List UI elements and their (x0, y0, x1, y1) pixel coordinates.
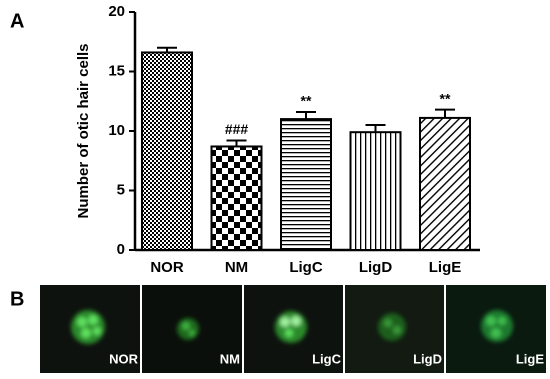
y-axis-label: Number of otic hair cells (75, 43, 92, 218)
image-label: LigD (413, 351, 442, 366)
panel-label: A (10, 10, 24, 32)
y-tick-label: 15 (108, 62, 125, 79)
x-tick-label: NOR (150, 259, 184, 276)
panel-label: B (10, 288, 24, 310)
x-tick-label: NM (225, 259, 248, 276)
x-tick-label: LigD (359, 259, 392, 276)
significance-label: ** (301, 93, 312, 109)
bar (141, 51, 193, 251)
bar (280, 118, 332, 251)
bar (419, 116, 471, 251)
micrographs (40, 285, 546, 373)
image-label: LigE (516, 351, 544, 366)
image-label: LigC (312, 351, 341, 366)
image-label: NOR (109, 351, 139, 366)
error-bar (435, 108, 455, 118)
bar (210, 145, 263, 251)
error-bar (365, 124, 386, 133)
image-label: NM (220, 351, 240, 366)
y-tick-label: 5 (117, 181, 125, 198)
x-tick-label: LigE (429, 259, 462, 276)
error-bar (157, 46, 177, 53)
y-tick-label: 0 (117, 241, 125, 258)
error-bar (296, 110, 316, 120)
error-bar (226, 139, 247, 147)
x-tick-label: LigC (289, 259, 322, 276)
y-tick-label: 20 (108, 3, 125, 20)
significance-label: ** (440, 90, 451, 106)
significance-label: ### (225, 121, 249, 137)
bar (349, 131, 402, 251)
y-tick-label: 10 (108, 122, 125, 139)
